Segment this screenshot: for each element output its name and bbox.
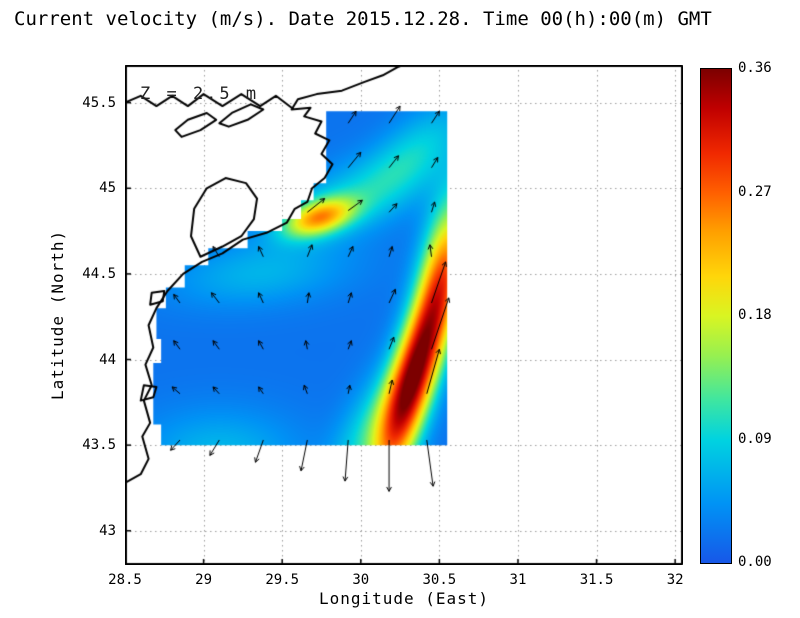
depth-annotation: Z = 2.5 m [140, 84, 260, 104]
x-tick-label: 29 [195, 572, 213, 588]
colorbar-tick-label: 0.18 [738, 307, 772, 323]
x-tick-label: 31.5 [579, 572, 614, 588]
x-tick-label: 30.5 [422, 572, 457, 588]
x-tick-label: 28.5 [108, 572, 142, 588]
y-tick-label: 44 [99, 351, 116, 368]
x-tick-label: 31 [509, 572, 527, 588]
colorbar-tick-label: 0.00 [738, 554, 772, 570]
y-tick-label: 44.5 [82, 265, 116, 282]
y-tick-label: 43.5 [82, 437, 116, 454]
colorbar-tick-label: 0.36 [738, 60, 772, 76]
colorbar-tick-label: 0.27 [738, 183, 772, 200]
x-axis-label: Longitude (East) [318, 589, 490, 608]
y-tick-label: 43 [99, 522, 116, 539]
colorbar [700, 68, 732, 564]
y-tick-label: 45.5 [82, 94, 116, 111]
y-tick-label: 45 [99, 180, 116, 197]
x-tick-label: 32 [666, 572, 684, 588]
x-tick-label: 29.5 [265, 572, 300, 588]
x-tick-label: 30 [352, 572, 370, 588]
chart-title: Current velocity (m/s). Date 2015.12.28.… [14, 8, 712, 30]
velocity-map-plot [125, 65, 683, 565]
y-axis-label: Latitude (North) [48, 229, 67, 401]
colorbar-tick-label: 0.09 [738, 430, 772, 447]
